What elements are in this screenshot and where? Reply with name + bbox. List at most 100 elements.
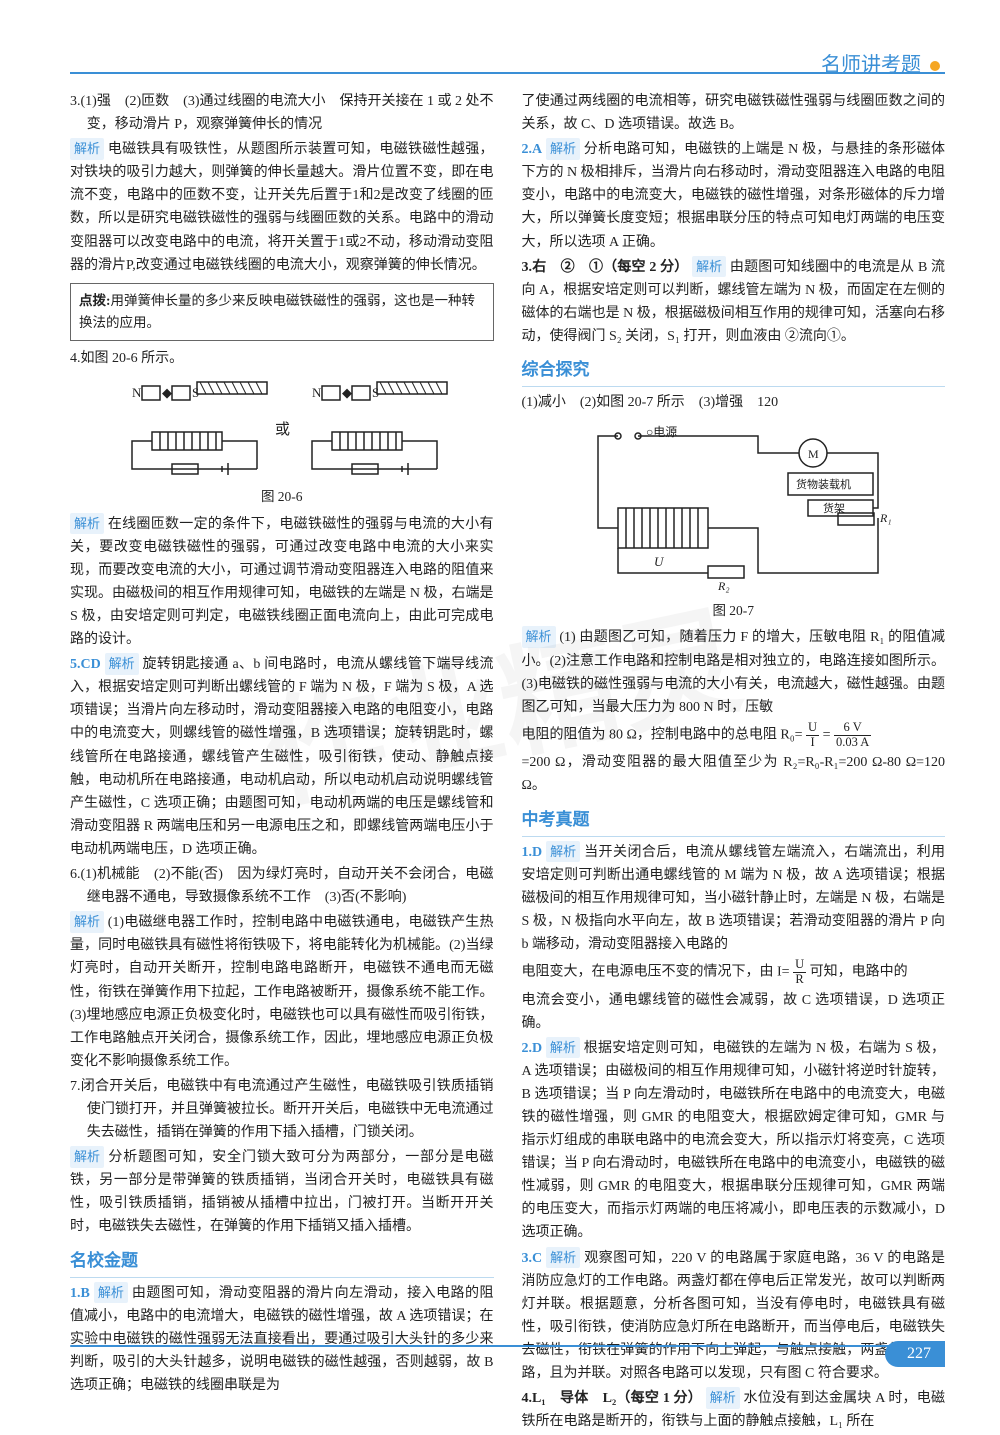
q3: 3.(1)强 (2)匝数 (3)通过线圈的电流大小 保持开关接在 1 或 2 处… (70, 90, 494, 136)
zk1-a: 当开关闭合后，电流从螺线管左端流入，右端流出，利用安培定则可判断出通电螺线管的 … (522, 845, 946, 952)
zk1: 1.D 解析 当开关闭合后，电流从螺线管左端流入，右端流出，利用安培定则可判断出… (522, 841, 946, 956)
q3-analysis-text: 电磁铁具有吸铁性，从题图所示装置可知，电磁铁磁性越强，对铁块的吸引力越大，则弹簧… (70, 142, 494, 272)
zh-eq: R₀= (780, 727, 802, 742)
zh-mid: = (823, 727, 831, 742)
analysis-label: 解析 (692, 256, 726, 277)
zh1: (1)减小 (2)如图 20-7 所示 (3)增强 120 (522, 391, 946, 414)
zh-b-pre: 电阻的阻值为 80 Ω，控制电路中的总电阻 (522, 727, 781, 742)
analysis-label: 解析 (546, 841, 580, 862)
frac-num: U (806, 721, 819, 736)
analysis-label: 解析 (546, 1247, 580, 1268)
footer-curve (70, 1345, 945, 1347)
mx1-ans: 1.B (70, 1286, 90, 1301)
frac-UI: UI (806, 721, 819, 750)
q7-analysis: 解析 分析题图可知，安全门锁大致可分为两部分，一部分是电磁铁，另一部分是带弹簧的… (70, 1146, 494, 1238)
figure-20-6: N ◆ S (70, 374, 494, 484)
r2-analysis-text: 分析电路可知，电磁铁的上端是 N 极，与悬挂的条形磁体下方的 N 极相排斥，当滑… (522, 142, 946, 249)
frac-val: 6 V0.03 A (834, 721, 871, 750)
analysis-label: 解析 (70, 513, 104, 534)
r3-ans: 3.右 ② ①（每空 2 分） (522, 260, 689, 275)
r2-ans: 2.A (522, 142, 543, 157)
analysis-label: 解析 (706, 1387, 740, 1408)
zk4-ans: 4.L₁ 导体 L₂（每空 1 分） (522, 1391, 703, 1406)
zk3-ans: 3.C (522, 1251, 543, 1266)
header-dot-icon (930, 61, 940, 71)
fig206-N: N (132, 385, 142, 400)
zh-analysis-a-text: (1) 由题图乙可知，随着压力 F 的增大，压敏电阻 R₁ 的阻值减小。(2)注… (522, 630, 946, 714)
body-columns: 3.(1)强 (2)匝数 (3)通过线圈的电流大小 保持开关接在 1 或 2 处… (70, 90, 945, 1435)
fig207-R1: R₁ (879, 511, 892, 525)
analysis-label: 解析 (70, 1146, 104, 1167)
q7-analysis-text: 分析题图可知，安全门锁大致可分为两部分，一部分是电磁铁，另一部分是带弹簧的铁质插… (70, 1150, 494, 1234)
r-top: 了使通过两线圈的电流相等，研究电磁铁磁性强弱与线圈匝数之间的关系，故 C、D 选… (522, 90, 946, 136)
fig207-power: ○电源 (646, 425, 677, 439)
zk1-b-post: 可知，电路中的 (810, 964, 908, 979)
q3-analysis: 解析 电磁铁具有吸铁性，从题图所示装置可知，电磁铁磁性越强，对铁块的吸引力越大，… (70, 138, 494, 277)
fig206-svg: N ◆ S (112, 374, 452, 484)
analysis-label: 解析 (70, 911, 104, 932)
r2: 2.A 解析 分析电路可知，电磁铁的上端是 N 极，与悬挂的条形磁体下方的 N … (522, 138, 946, 253)
svg-text:N: N (312, 385, 322, 400)
zk2-ans: 2.D (522, 1041, 543, 1056)
zk1-c: 电流会变小，通电螺线管的磁性会减弱，故 C 选项错误，D 选项正确。 (522, 989, 946, 1035)
frac-den2: 0.03 A (834, 736, 871, 750)
zk1-ans: 1.D (522, 845, 543, 860)
zk2: 2.D 解析 根据安培定则可知，电磁铁的左端为 N 极，右端为 S 极，A 选项… (522, 1037, 946, 1245)
zk2-analysis: 根据安培定则可知，电磁铁的左端为 N 极，右端为 S 极，A 选项错误；由磁极间… (522, 1041, 946, 1241)
q6-analysis-text: (1)电磁继电器工作时，控制电路中电磁铁通电，电磁铁产生热量，同时电磁铁具有磁性… (70, 915, 494, 1069)
analysis-label: 解析 (522, 626, 556, 647)
q5-analysis-text: 旋转钥匙接通 a、b 间电路时，电流从螺线管下端导线流入，根据安培定则可判断出螺… (70, 657, 494, 857)
fig206-S: S (192, 385, 199, 400)
zh-analysis-b: 电阻的阻值为 80 Ω，控制电路中的总电阻 R₀= UI = 6 V0.03 A (522, 721, 946, 750)
svg-text:◆: ◆ (162, 385, 172, 400)
header-rule (70, 72, 945, 74)
page-number: 227 (885, 1341, 945, 1367)
zk3: 3.C 解析 观察图可知，220 V 的电路属于家庭电路，36 V 的电路是消防… (522, 1247, 946, 1386)
zk1-b-pre: 电阻变大，在电源电压不变的情况下，由 I= (522, 964, 790, 979)
page: 名师讲考题 作业精灵 3.(1)强 (2)匝数 (3)通过线圈的电流大小 保持开… (0, 0, 1000, 1395)
frac-den3: R (793, 973, 806, 987)
zk1-b: 电阻变大，在电源电压不变的情况下，由 I= UR 可知，电路中的 (522, 958, 946, 987)
fig207-U: U (654, 554, 665, 569)
fig206-caption: 图 20-6 (70, 486, 494, 508)
zh-analysis-a: 解析 (1) 由题图乙可知，随着压力 F 的增大，压敏电阻 R₁ 的阻值减小。(… (522, 626, 946, 718)
q4: 4.如图 20-6 所示。 (70, 347, 494, 370)
zh-analysis-c: =200 Ω，滑动变阻器的最大阻值至少为 R₂=R₀-R₁=200 Ω-80 Ω… (522, 751, 946, 797)
q6: 6.(1)机械能 (2)不能(否) 因为绿灯亮时，自动开关不会闭合，电磁继电器不… (70, 863, 494, 909)
mx1: 1.B 解析 由题图可知，滑动变阻器的滑片向左滑动，接入电路的阻值减小，电路中的… (70, 1282, 494, 1397)
q5: 5.CD 解析 旋转钥匙接通 a、b 间电路时，电流从螺线管下端导线流入，根据安… (70, 653, 494, 861)
section-mxjt: 名校金题 (70, 1247, 494, 1278)
zk4: 4.L₁ 导体 L₂（每空 1 分） 解析 水位没有到达金属块 A 时，电磁铁所… (522, 1387, 946, 1433)
frac-num2: 6 V (834, 721, 871, 736)
section-zkzt: 中考真题 (522, 806, 946, 837)
frac-num3: U (793, 958, 806, 973)
svg-text:S: S (372, 385, 379, 400)
q3-text: 3.(1)强 (2)匝数 (3)通过线圈的电流大小 保持开关接在 1 或 2 处… (70, 94, 494, 132)
svg-text:◆: ◆ (342, 385, 352, 400)
tip-text: 用弹簧伸长量的多少来反映电磁铁磁性的强弱，这也是一种转换法的应用。 (79, 293, 475, 330)
q4-analysis: 解析 在线圈匝数一定的条件下，电磁铁磁性的强弱与电流的大小有关，要改变电磁铁磁性… (70, 513, 494, 652)
mx1-analysis-text: 由题图可知，滑动变阻器的滑片向左滑动，接入电路的阻值减小，电路中的电流增大，电磁… (70, 1286, 494, 1393)
tip-box: 点拨:用弹簧伸长量的多少来反映电磁铁磁性的强弱，这也是一种转换法的应用。 (70, 283, 494, 342)
left-column: 3.(1)强 (2)匝数 (3)通过线圈的电流大小 保持开关接在 1 或 2 处… (70, 90, 494, 1435)
zk3-analysis: 观察图可知，220 V 的电路属于家庭电路，36 V 的电路是消防应急灯的工作电… (522, 1251, 946, 1381)
analysis-label: 解析 (105, 653, 139, 674)
fig207-loader: 货物装载机 (796, 477, 851, 491)
fig207-svg: ○电源 M 货物装载机 货架 U R₁ R₂ (558, 418, 908, 598)
frac-UR: UR (793, 958, 806, 987)
tip-label: 点拨: (79, 293, 111, 308)
figure-20-7: ○电源 M 货物装载机 货架 U R₁ R₂ (522, 418, 946, 598)
analysis-label: 解析 (70, 138, 104, 159)
fig207-R2: R₂ (717, 579, 730, 593)
q7: 7.闭合开关后，电磁铁中有电流通过产生磁性，电磁铁吸引铁质插销使门锁打开，并且弹… (70, 1075, 494, 1144)
analysis-label: 解析 (94, 1282, 128, 1303)
q4-analysis-text: 在线圈匝数一定的条件下，电磁铁磁性的强弱与电流的大小有关，要改变电磁铁磁性的强弱… (70, 517, 494, 647)
frac-den: I (806, 736, 819, 750)
q6-analysis: 解析 (1)电磁继电器工作时，控制电路中电磁铁通电，电磁铁产生热量，同时电磁铁具… (70, 911, 494, 1073)
fig207-caption: 图 20-7 (522, 600, 946, 622)
r3: 3.右 ② ①（每空 2 分） 解析 由题图可知线圈中的电流是从 B 流向 A，… (522, 256, 946, 348)
q5-ans: 5.CD (70, 657, 101, 672)
analysis-label: 解析 (546, 138, 580, 159)
analysis-label: 解析 (546, 1037, 580, 1058)
fig207-shelf: 货架 (823, 501, 845, 515)
